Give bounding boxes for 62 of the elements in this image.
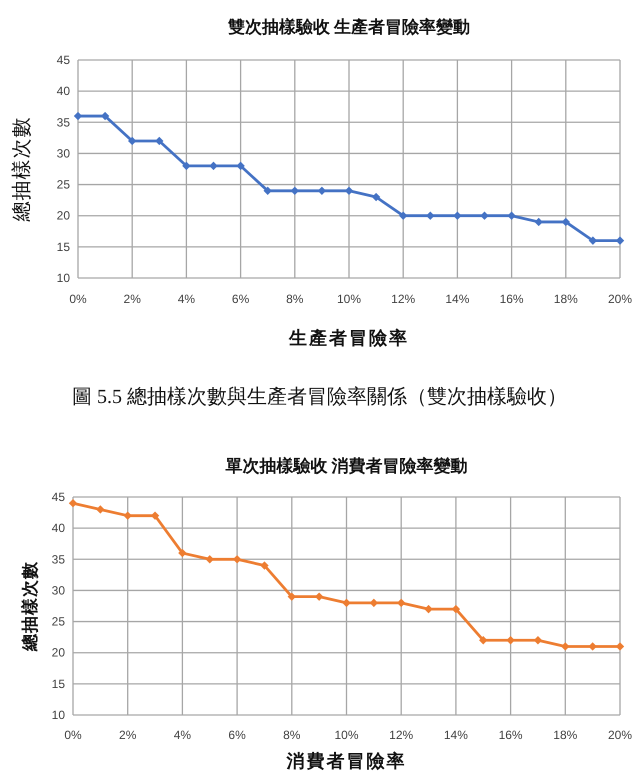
point <box>397 598 406 608</box>
x-tick-label: 0% <box>69 292 87 306</box>
point <box>155 136 164 146</box>
x-tick-label: 18% <box>554 292 578 306</box>
point <box>124 511 132 520</box>
point <box>452 604 460 614</box>
y-axis-title: 總抽樣次數 <box>11 116 33 222</box>
y-tick-label: 15 <box>56 240 70 254</box>
y-tick-label: 25 <box>56 178 70 192</box>
chart-title: 雙次抽樣驗收 生產者冒險率變動 <box>226 18 470 36</box>
point <box>479 636 488 644</box>
y-tick-label: 10 <box>52 708 66 722</box>
y-tick-label: 45 <box>56 53 70 67</box>
x-axis-title: 消費者冒險率 <box>286 751 406 771</box>
x-tick-label: 16% <box>500 292 524 306</box>
point <box>562 218 570 226</box>
x-tick-label: 12% <box>389 728 414 742</box>
x-axis-title: 生產者冒險率 <box>288 328 409 348</box>
caption: 圖 5.5 總抽樣次數與生產者冒險率關係（雙次抽樣驗收） <box>72 386 567 408</box>
y-tick-label: 30 <box>52 583 66 598</box>
y-tick-label: 45 <box>52 490 66 504</box>
y-tick-label: 15 <box>52 676 66 691</box>
x-tick-label: 20% <box>608 728 632 742</box>
point <box>96 505 105 514</box>
point <box>178 548 187 558</box>
point <box>288 592 296 601</box>
y-tick-label: 40 <box>52 521 66 536</box>
point <box>616 642 624 651</box>
point <box>206 555 214 564</box>
y-tick-label: 30 <box>56 146 70 160</box>
point <box>372 192 380 202</box>
x-tick-label: 16% <box>498 728 523 742</box>
point <box>561 642 570 651</box>
y-tick-label: 35 <box>56 115 70 130</box>
y-tick-label: 40 <box>56 84 70 98</box>
y-tick-label: 25 <box>52 614 66 629</box>
y-tick-label: 20 <box>56 208 70 223</box>
x-tick-label: 4% <box>178 292 196 306</box>
y-tick-label: 20 <box>52 646 66 660</box>
x-tick-label: 2% <box>119 728 137 742</box>
x-tick-label: 6% <box>228 728 246 742</box>
x-tick-label: 0% <box>64 728 82 742</box>
x-tick-label: 18% <box>553 728 578 742</box>
x-tick-label: 14% <box>445 292 470 306</box>
y-tick-label: 10 <box>56 271 70 285</box>
x-tick-label: 8% <box>283 728 301 742</box>
point <box>68 499 78 508</box>
point <box>128 136 136 146</box>
point <box>260 561 269 570</box>
x-tick-label: 12% <box>391 292 416 306</box>
x-tick-label: 2% <box>124 292 142 306</box>
x-tick-label: 8% <box>286 292 304 306</box>
x-tick-label: 14% <box>444 728 468 742</box>
x-tick-label: 6% <box>232 292 250 306</box>
chart-title: 單次抽樣驗收 消費者冒險率變動 <box>224 456 468 476</box>
y-tick-label: 35 <box>52 552 66 566</box>
x-tick-label: 4% <box>174 728 192 742</box>
point <box>534 218 543 226</box>
y-axis-title: 總抽樣次數 <box>20 561 40 652</box>
x-tick-label: 10% <box>336 292 362 306</box>
x-tick-label: 20% <box>608 292 632 306</box>
x-tick-label: 10% <box>334 728 359 742</box>
